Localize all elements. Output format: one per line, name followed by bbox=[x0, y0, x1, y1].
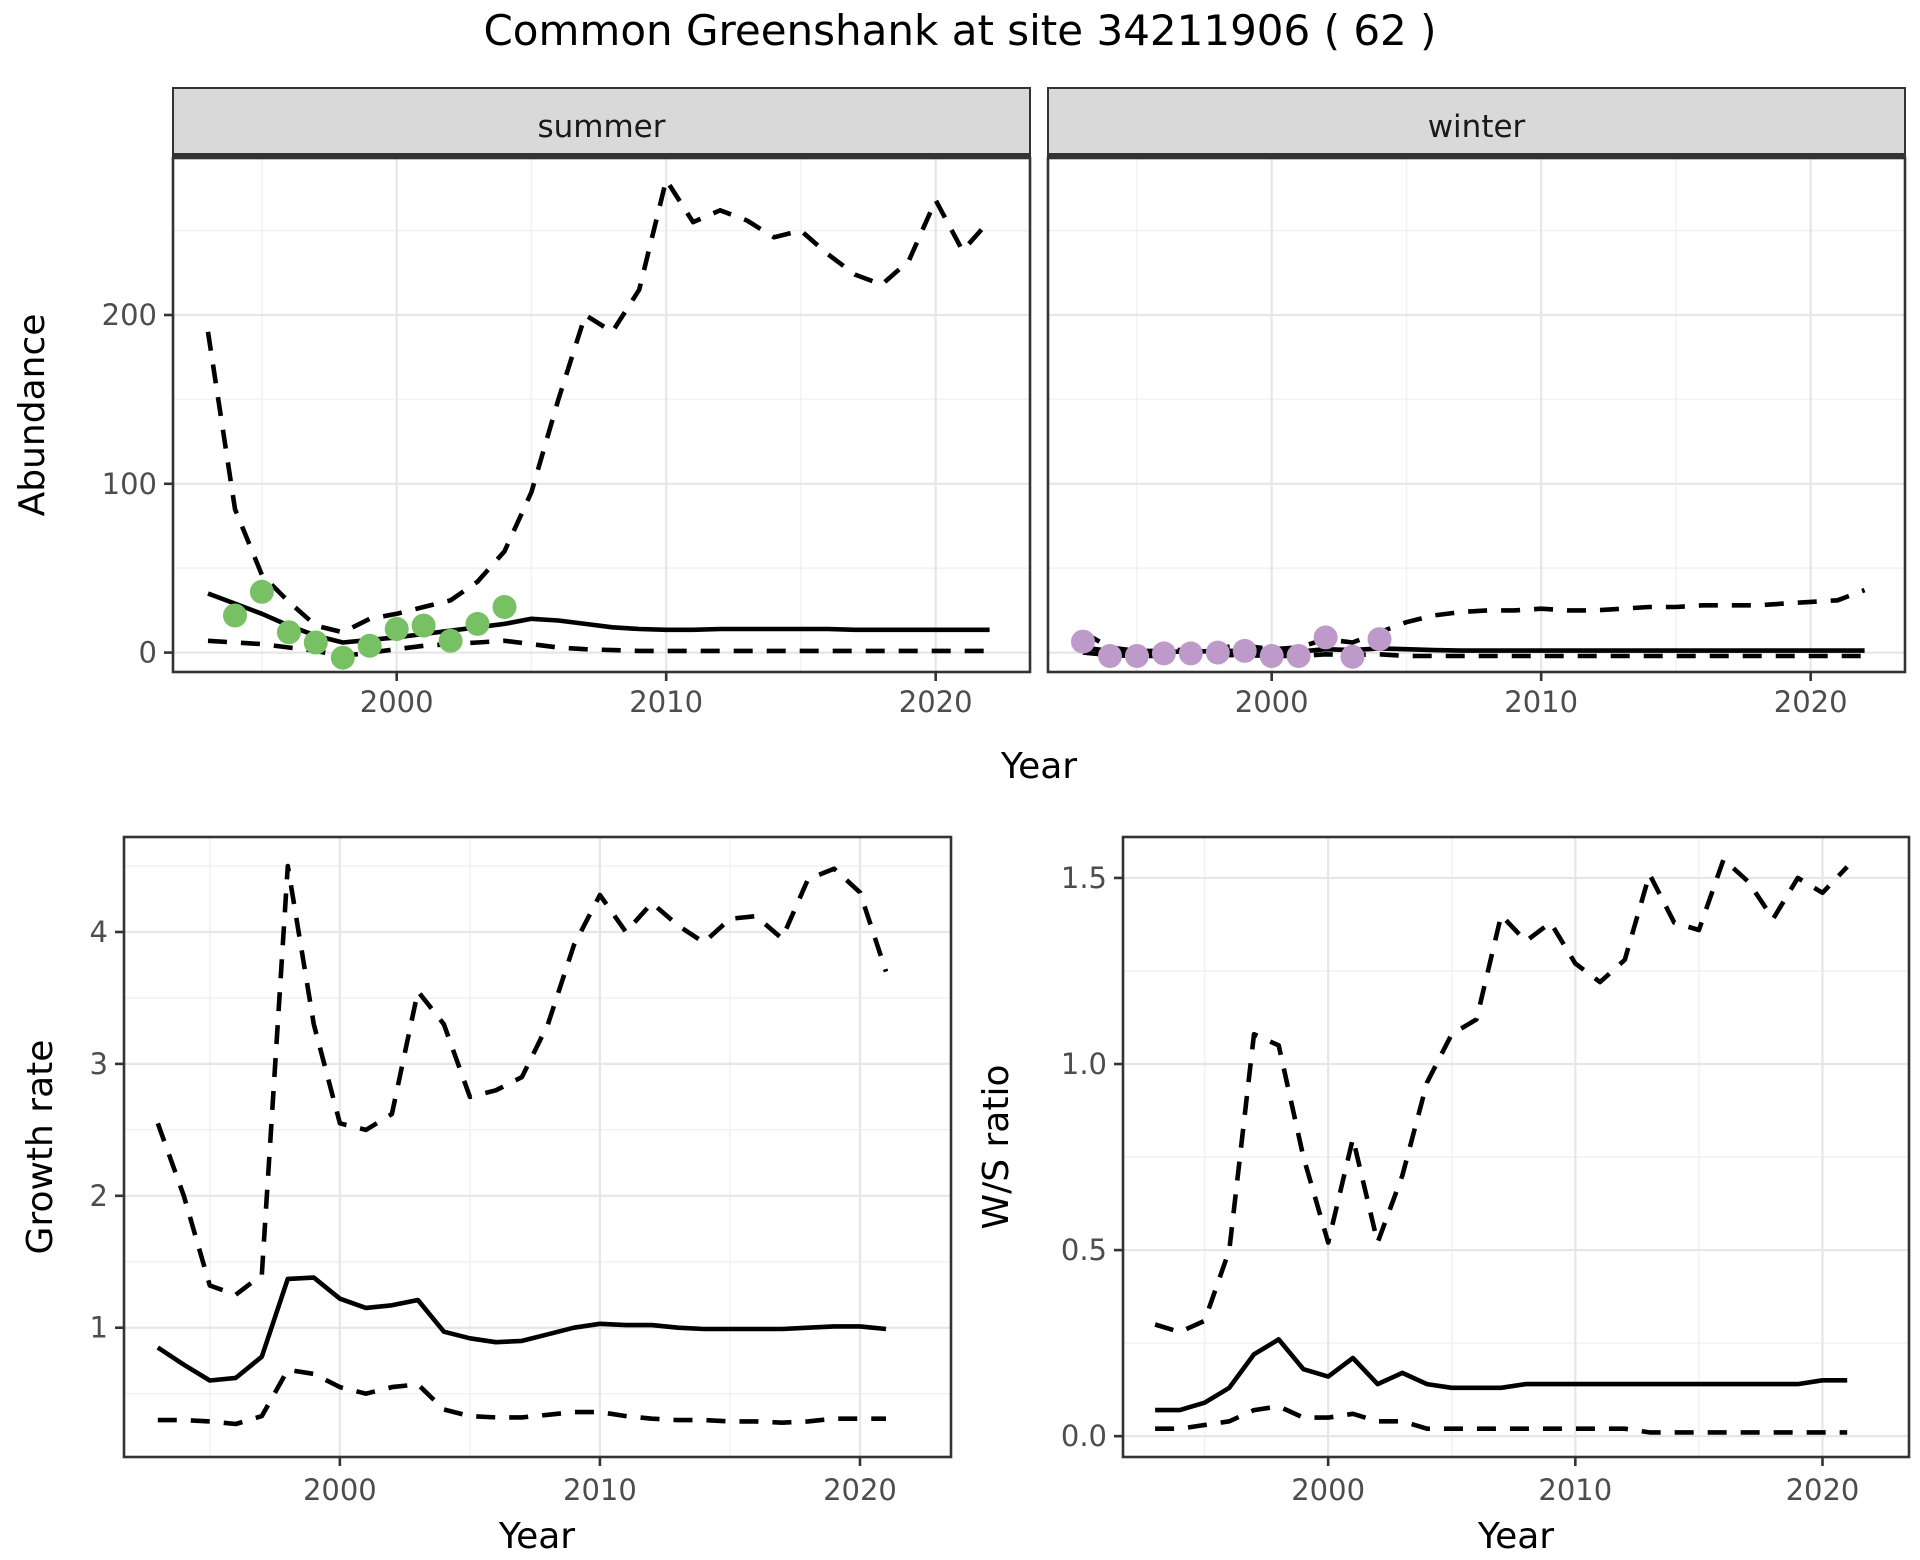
ws_ratio-upper_ci-line bbox=[1154, 857, 1849, 1335]
y-tick-label: 1 bbox=[90, 1311, 108, 1345]
abundance_summer-observed-point bbox=[384, 617, 409, 641]
x-tick-label: 2010 bbox=[629, 685, 703, 719]
panel-abundance_summer: summer 2000 2010 2020 0 100 200 bbox=[102, 87, 1032, 719]
x-tick-label: 2020 bbox=[823, 1473, 897, 1507]
x-tick-label: 2010 bbox=[563, 1473, 637, 1507]
ws_ratio-median-line bbox=[1155, 1337, 1848, 1413]
y-tick-label: 3 bbox=[90, 1047, 108, 1081]
y-tick-label: 0.5 bbox=[1061, 1233, 1107, 1267]
abundance_winter-observed-point bbox=[1205, 640, 1230, 665]
abundance_winter-upper_ci-line bbox=[1081, 587, 1866, 654]
facet-strip bbox=[1047, 87, 1906, 159]
y-tick-label: 1.5 bbox=[1061, 861, 1107, 895]
panel-border bbox=[1046, 156, 1907, 674]
abundance_winter-observed-point bbox=[1340, 644, 1365, 669]
chart-title: Common Greenshank at site 34211906 ( 62 … bbox=[483, 6, 1437, 55]
x-tick-label: 2000 bbox=[303, 1473, 377, 1507]
facet-label: summer bbox=[537, 109, 665, 145]
x-tick-label: 2000 bbox=[1235, 685, 1309, 719]
abundance_winter-observed-point bbox=[1313, 625, 1338, 650]
abundance_summer-upper_ci-line bbox=[205, 177, 992, 635]
ws-ratio-axis-title: W/S ratio bbox=[976, 1064, 1017, 1229]
y-tick-label: 200 bbox=[102, 298, 157, 332]
panel-border bbox=[1121, 835, 1911, 1459]
growth_rate-lower_ci-line bbox=[157, 1367, 886, 1427]
abundance_winter-observed-point bbox=[1367, 627, 1392, 652]
abundance_summer-observed-point bbox=[465, 611, 490, 636]
x-tick-label: 2010 bbox=[1504, 685, 1578, 719]
x-tick-label: 2020 bbox=[1774, 685, 1848, 719]
abundance_summer-observed-point bbox=[492, 595, 517, 619]
facet-strip-underline bbox=[1047, 153, 1906, 159]
abundance_summer-observed-point bbox=[276, 620, 301, 645]
y-tick-label: 100 bbox=[102, 467, 157, 501]
x-tick-label: 2000 bbox=[360, 685, 434, 719]
x-tick-label: 2010 bbox=[1538, 1473, 1612, 1507]
abundance_summer-observed-point bbox=[357, 633, 382, 658]
abundance_summer-observed-point bbox=[303, 630, 328, 655]
abundance_summer-observed-point bbox=[411, 613, 436, 638]
y-tick-label: 0 bbox=[139, 636, 157, 670]
abundance_summer-observed-point bbox=[249, 579, 274, 604]
growth_rate-upper_ci-line bbox=[155, 863, 889, 1297]
growth-rate-x-axis-title: Year bbox=[498, 1516, 575, 1557]
abundance_winter-observed-point bbox=[1178, 641, 1203, 666]
abundance_winter-observed-point bbox=[1124, 644, 1149, 668]
x-tick-label: 2000 bbox=[1291, 1473, 1365, 1507]
facet-strip-underline bbox=[172, 153, 1031, 159]
y-tick-label: 2 bbox=[90, 1179, 108, 1213]
abundance_winter-observed-point bbox=[1071, 629, 1095, 654]
abundance_winter-observed-point bbox=[1286, 644, 1311, 668]
top-y-axis-title: Abundance bbox=[12, 314, 53, 517]
panel-ws_ratio: 2000 2010 2020 0.0 0.5 1.0 1.5 bbox=[1061, 835, 1911, 1507]
x-tick-label: 2020 bbox=[1786, 1473, 1860, 1507]
y-tick-label: 1.0 bbox=[1061, 1047, 1107, 1081]
abundance_summer-observed-point bbox=[438, 628, 463, 653]
panel-growth_rate: 2000 2010 2020 1 2 3 4 bbox=[90, 835, 953, 1507]
facet-label: winter bbox=[1428, 109, 1526, 145]
abundance_summer-observed-point bbox=[223, 603, 247, 628]
abundance_summer-observed-point bbox=[330, 645, 355, 670]
abundance_winter-observed-point bbox=[1259, 644, 1284, 668]
abundance_winter-observed-point bbox=[1098, 644, 1122, 668]
panel-border bbox=[171, 156, 1032, 674]
ws_ratio-lower_ci-line bbox=[1155, 1404, 1848, 1435]
panel-abundance_winter: winter 2000 2010 2020 bbox=[1046, 87, 1907, 719]
y-tick-label: 4 bbox=[90, 915, 108, 949]
abundance_winter-observed-point bbox=[1151, 641, 1176, 666]
abundance_winter-observed-point bbox=[1232, 638, 1257, 663]
panel-border bbox=[122, 835, 953, 1459]
ws-ratio-x-axis-title: Year bbox=[1477, 1516, 1554, 1557]
top-x-axis-title: Year bbox=[1000, 746, 1077, 787]
abundance_summer-median-line bbox=[207, 591, 990, 645]
y-tick-label: 0.0 bbox=[1061, 1419, 1107, 1453]
growth-rate-axis-title: Growth rate bbox=[20, 1040, 61, 1255]
growth_rate-median-line bbox=[156, 1275, 887, 1383]
x-tick-label: 2020 bbox=[899, 685, 973, 719]
